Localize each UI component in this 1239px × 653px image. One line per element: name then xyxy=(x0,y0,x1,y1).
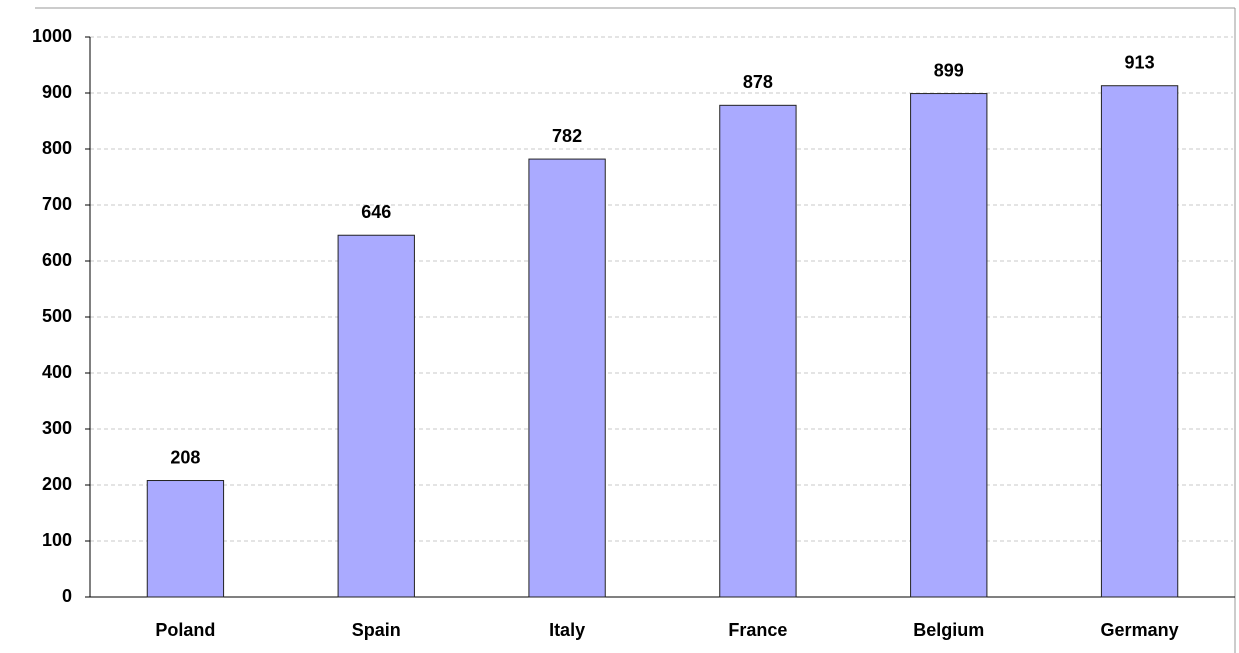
data-label: 208 xyxy=(170,447,200,467)
bar xyxy=(337,234,415,598)
y-tick-label: 0 xyxy=(62,586,72,606)
y-tick-label: 300 xyxy=(42,418,72,438)
x-tick-label: France xyxy=(728,620,787,640)
bar xyxy=(528,158,606,598)
y-tick-label: 200 xyxy=(42,474,72,494)
y-tick-label: 500 xyxy=(42,306,72,326)
x-tick-label: Spain xyxy=(352,620,401,640)
data-label: 878 xyxy=(743,72,773,92)
bar xyxy=(1100,85,1179,598)
y-tick-label: 100 xyxy=(42,530,72,550)
y-tick-label: 900 xyxy=(42,82,72,102)
data-label: 782 xyxy=(552,126,582,146)
x-tick-label: Germany xyxy=(1101,620,1179,640)
data-label: 899 xyxy=(934,60,964,80)
x-tick-label: Belgium xyxy=(913,620,984,640)
x-tick-label: Italy xyxy=(549,620,585,640)
y-tick-label: 700 xyxy=(42,194,72,214)
data-label: 646 xyxy=(361,202,391,222)
y-tick-label: 400 xyxy=(42,362,72,382)
bar xyxy=(719,104,797,598)
data-label: 913 xyxy=(1125,52,1155,72)
y-tick-label: 800 xyxy=(42,138,72,158)
x-tick-label: Poland xyxy=(155,620,215,640)
bar xyxy=(146,480,225,598)
bar xyxy=(910,93,988,598)
y-tick-label: 1000 xyxy=(32,26,72,46)
y-tick-label: 600 xyxy=(42,250,72,270)
